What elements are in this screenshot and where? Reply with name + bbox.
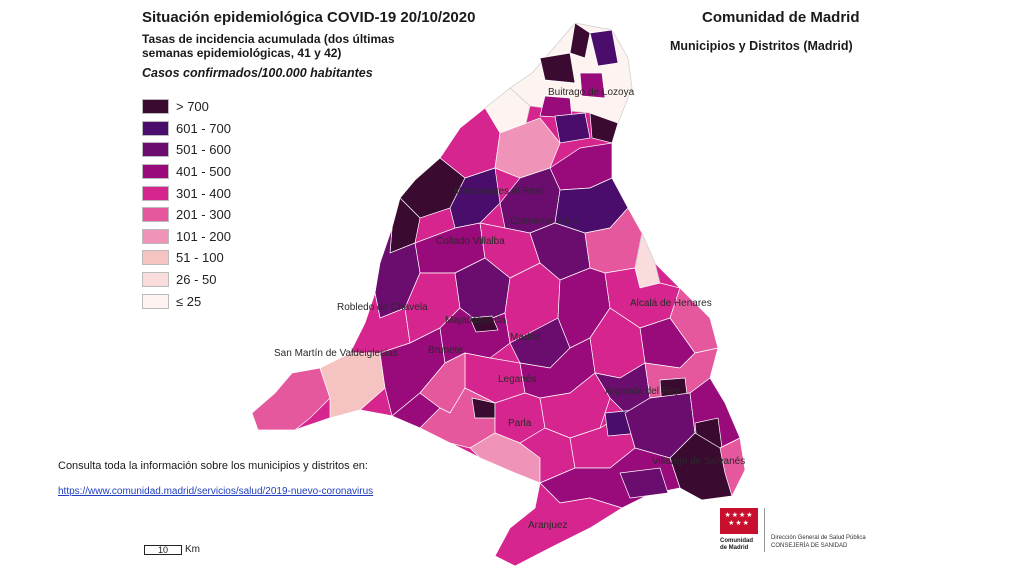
legend-swatch <box>142 120 169 136</box>
legend-label: ≤ 25 <box>176 293 202 309</box>
city-label: Robledo de Chavela <box>337 302 428 313</box>
info-link[interactable]: https://www.comunidad.madrid/servicios/s… <box>58 486 374 497</box>
city-label: Brunete <box>428 345 463 356</box>
city-label: Villarejo de Salvanés <box>652 456 745 467</box>
legend: > 700 601 - 700 501 - 600 401 - 500 301 … <box>142 96 231 312</box>
legend-item: 401 - 500 <box>142 161 231 183</box>
legend-swatch <box>142 293 169 309</box>
municipality <box>319 352 386 419</box>
legend-swatch <box>142 250 169 266</box>
logo-department: Dirección General de Salud Pública CONSE… <box>771 508 866 550</box>
city-label: Leganés <box>498 374 536 385</box>
scale-unit: Km <box>185 544 200 555</box>
city-label: Manzanares el Real <box>454 186 543 197</box>
region-title: Comunidad de Madrid <box>702 9 860 26</box>
legend-label: > 700 <box>176 99 209 115</box>
legend-swatch <box>142 185 169 201</box>
municipality <box>539 52 576 84</box>
legend-item: ≤ 25 <box>142 290 231 312</box>
city-label: Alcalá de Henares <box>630 298 712 309</box>
legend-label: 501 - 600 <box>176 142 231 158</box>
legend-swatch <box>142 272 169 288</box>
legend-item: 26 - 50 <box>142 269 231 291</box>
map-subtitle: Tasas de incidencia acumulada (dos últim… <box>142 32 395 60</box>
madrid-choropleth-map: Buitrago de Lozoya Manzanares el Real Co… <box>251 22 746 567</box>
map-units: Casos confirmados/100.000 habitantes <box>142 66 373 80</box>
municipality <box>554 112 591 144</box>
logo-dept-line1: Dirección General de Salud Pública <box>771 535 866 541</box>
municipality <box>494 482 623 567</box>
logo-dept-line2: CONSEJERÍA DE SANIDAD <box>771 543 848 549</box>
legend-item: 51 - 100 <box>142 247 231 269</box>
legend-label: 401 - 500 <box>176 164 231 180</box>
city-label: Madrid <box>510 332 541 343</box>
legend-item: 601 - 700 <box>142 118 231 140</box>
city-label: San Martín de Valdeiglesias <box>274 348 398 359</box>
city-label: Arganda del Rey <box>605 386 680 397</box>
city-label: Collado Villalba <box>436 236 505 247</box>
legend-swatch <box>142 142 169 158</box>
municipality <box>719 437 746 497</box>
legend-item: 101 - 200 <box>142 226 231 248</box>
comunidad-madrid-logo: ★★★★ ★★★ Comunidad de Madrid Dirección Ge… <box>720 508 866 552</box>
legend-swatch <box>142 99 169 115</box>
info-note: Consulta toda la información sobre los m… <box>58 460 368 472</box>
stars-icon: ★★★★ ★★★ <box>724 512 754 527</box>
legend-label: 26 - 50 <box>176 272 217 288</box>
municipality <box>251 367 331 431</box>
legend-label: 301 - 400 <box>176 185 231 201</box>
legend-item: 501 - 600 <box>142 139 231 161</box>
logo-name: Comunidad de Madrid <box>720 538 753 551</box>
legend-label: 101 - 200 <box>176 228 231 244</box>
legend-item: 301 - 400 <box>142 182 231 204</box>
legend-label: 201 - 300 <box>176 207 231 223</box>
legend-swatch <box>142 207 169 223</box>
legend-item: > 700 <box>142 96 231 118</box>
municipality <box>619 467 669 499</box>
city-label: Aranjuez <box>528 520 567 531</box>
legend-label: 601 - 700 <box>176 120 231 136</box>
municipality <box>469 315 499 333</box>
legend-swatch <box>142 164 169 180</box>
municipality <box>589 29 619 67</box>
city-label: Colmenar Viejo <box>510 216 579 227</box>
legend-item: 201 - 300 <box>142 204 231 226</box>
legend-swatch <box>142 228 169 244</box>
city-label: Majadahonda <box>445 315 506 326</box>
municipality <box>569 22 591 59</box>
city-label: Parla <box>508 418 532 429</box>
region-scope: Municipios y Distritos (Madrid) <box>670 39 853 53</box>
scale-bar: 10 Km <box>144 544 200 555</box>
map-title: Situación epidemiológica COVID-19 20/10/… <box>142 9 476 26</box>
logo-separator <box>764 508 765 552</box>
legend-label: 51 - 100 <box>176 250 224 266</box>
city-label: Buitrago de Lozoya <box>548 87 635 98</box>
madrid-flag-icon: ★★★★ ★★★ Comunidad de Madrid <box>720 508 758 551</box>
municipality <box>579 72 606 99</box>
scale-value: 10 <box>144 544 182 555</box>
